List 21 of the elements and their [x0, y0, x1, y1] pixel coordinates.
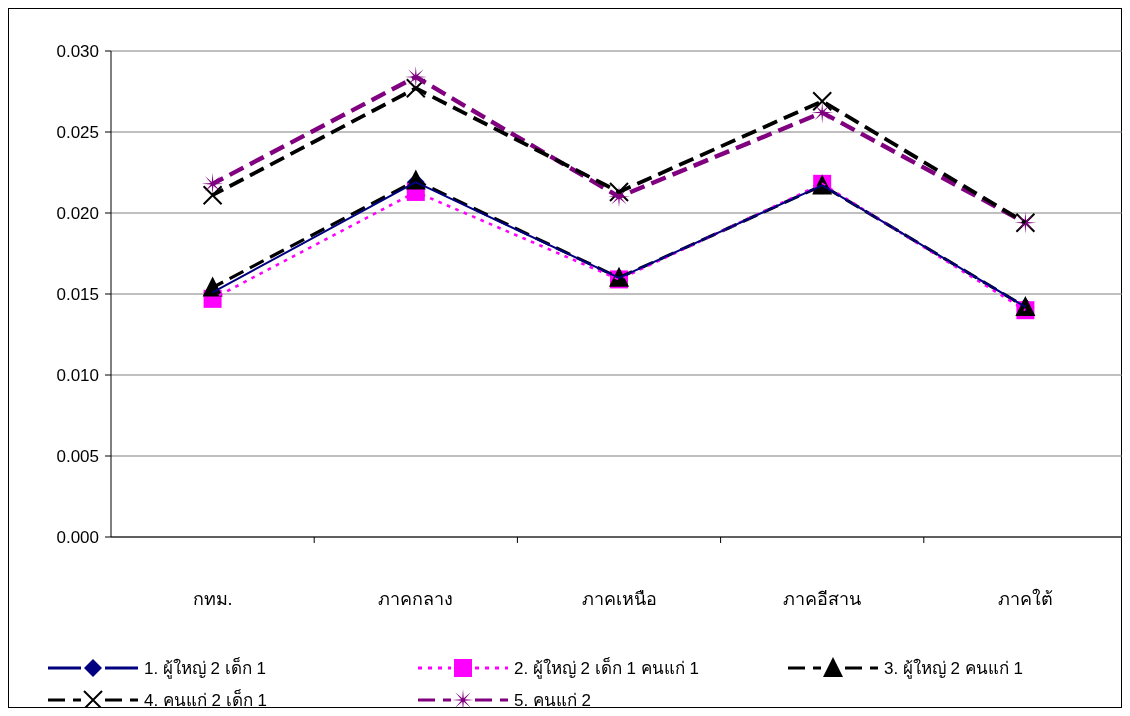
point: [812, 91, 833, 112]
point: [202, 185, 223, 206]
legend-label: 2. ผู้ใหญ่ 2 เด็ก 1 คนแก่ 1: [514, 656, 699, 679]
legend-label: 1. ผู้ใหญ่ 2 เด็ก 1: [144, 656, 266, 679]
y-tick-label: 0.005: [56, 446, 99, 466]
y-tick-label: 0.015: [56, 284, 99, 304]
point: [405, 78, 426, 99]
y-tick-label: 0.000: [56, 527, 99, 547]
x-tick-label: ภาคอีสาน: [783, 589, 862, 609]
legend-label: 5. คนแก่ 2: [514, 690, 592, 710]
y-tick-label: 0.010: [56, 365, 99, 385]
point: [609, 181, 629, 202]
legend-label: 4. คนแก่ 2 เด็ก 1: [144, 688, 267, 710]
x-tick-label: ภาคเหนือ: [581, 589, 657, 609]
x-tick-label: กทม.: [192, 589, 233, 609]
y-tick-label: 0.020: [56, 203, 99, 223]
x-tick-label: ภาคใต้: [997, 588, 1053, 609]
x-tick-label: ภาคกลาง: [378, 589, 454, 609]
y-tick-label: 0.025: [56, 122, 99, 142]
y-tick-label: 0.030: [56, 41, 99, 61]
legend-label: 3. ผู้ใหญ่ 2 คนแก่ 1: [884, 657, 1023, 679]
